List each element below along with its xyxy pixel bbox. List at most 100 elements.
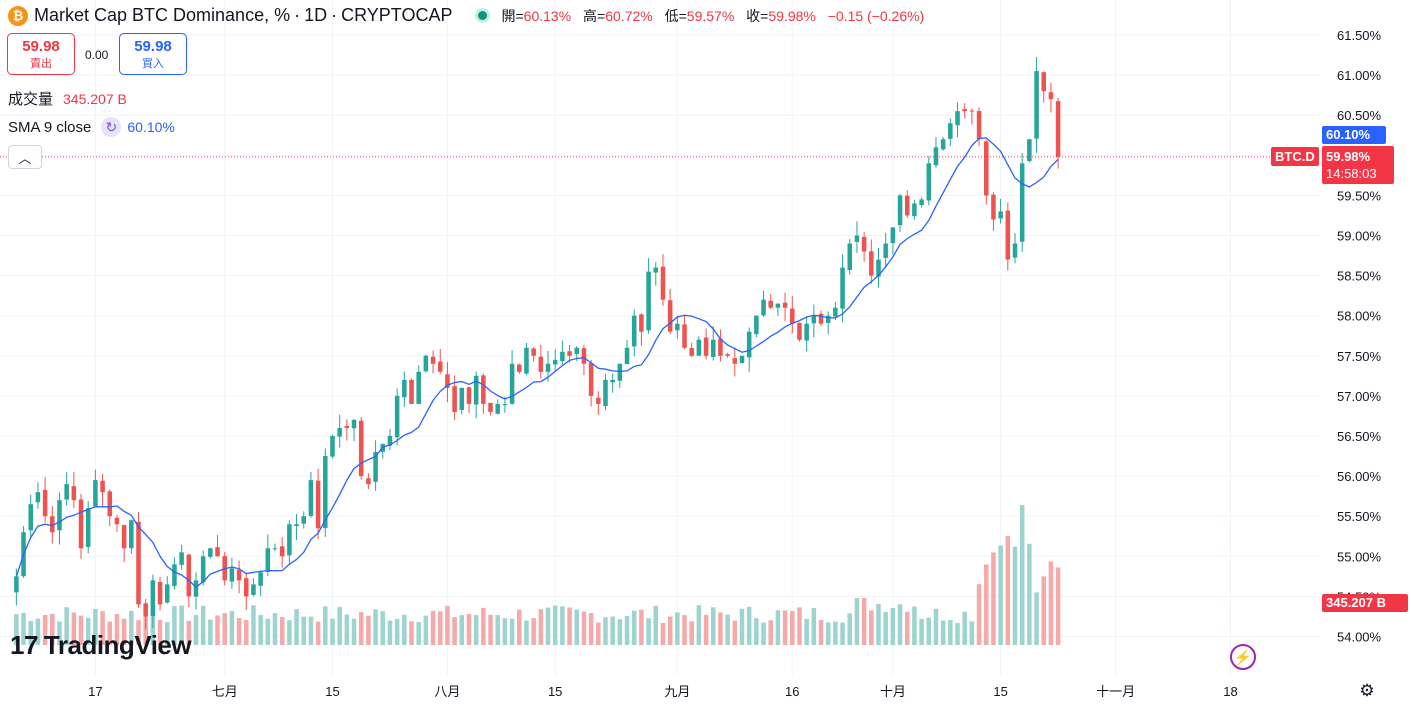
volume-bar: [164, 622, 170, 645]
candle-body: [991, 194, 996, 220]
open-value: 60.13%: [523, 7, 572, 24]
candle-body: [502, 403, 508, 406]
candle-body: [818, 313, 824, 324]
candle-body: [746, 331, 752, 358]
y-tick-label: 56.00%: [1337, 469, 1382, 484]
volume-bar: [459, 615, 465, 645]
volume-bar: [85, 617, 91, 645]
candle-body: [129, 520, 134, 549]
lightning-icon[interactable]: ⚡: [1230, 644, 1256, 670]
buy-button[interactable]: 59.98 買入: [119, 33, 187, 75]
volume-bar: [897, 604, 903, 645]
candle-body: [78, 499, 84, 549]
candle-body: [495, 403, 500, 414]
volume-bar: [667, 616, 673, 645]
candle-body: [897, 195, 903, 226]
candle-body: [560, 351, 565, 362]
volume-bar: [445, 605, 450, 645]
candle-body: [775, 303, 781, 308]
sma-legend[interactable]: SMA 9 close ↻ 60.10%: [8, 117, 175, 137]
candle-body: [761, 299, 766, 316]
candle-body: [617, 363, 623, 381]
candle-body: [969, 110, 975, 112]
volume-bar: [287, 620, 292, 645]
tradingview-logo[interactable]: 17 TradingView: [10, 630, 192, 661]
volume-bar: [524, 620, 529, 645]
candle-body: [279, 546, 285, 557]
volume-bar: [531, 618, 536, 645]
sell-label: 賣出: [30, 58, 52, 70]
volume-bar: [358, 612, 364, 645]
market-status-icon[interactable]: [478, 11, 488, 20]
candle-body: [639, 314, 644, 332]
candle-body: [1005, 210, 1011, 260]
candle-body: [1048, 92, 1054, 100]
volume-bar: [797, 607, 802, 645]
volume-bar: [42, 615, 48, 645]
countdown-timer: 14:58:03: [1326, 166, 1377, 181]
volume-bar: [1027, 543, 1032, 645]
volume-bar: [279, 617, 285, 645]
volume-bar: [50, 613, 55, 645]
candle-body: [85, 508, 91, 547]
high-label: 高=: [583, 7, 606, 24]
exchange-label[interactable]: CRYPTOCAP: [341, 5, 453, 25]
candle-body: [912, 203, 917, 217]
volume-bar: [229, 610, 235, 645]
candle-body: [545, 363, 551, 372]
volume-bar: [1048, 561, 1054, 645]
interval-label[interactable]: 1D: [304, 5, 328, 25]
candle-body: [473, 375, 479, 405]
candle-body: [667, 300, 673, 332]
volume-bar: [854, 598, 860, 645]
candle-body: [28, 504, 34, 531]
candle-body: [200, 556, 206, 583]
collapse-legend-button[interactable]: ︿: [8, 145, 42, 169]
candle-body: [445, 374, 450, 388]
volume-bar: [14, 614, 19, 645]
volume-bar: [761, 622, 766, 645]
y-tick-label: 54.00%: [1337, 630, 1382, 645]
candle-body: [466, 387, 472, 404]
candle-body: [423, 355, 429, 372]
candle-body: [660, 266, 666, 300]
separator: ·: [294, 5, 301, 25]
candle-body: [373, 452, 378, 482]
candle-body: [179, 552, 184, 565]
volume-bar: [495, 615, 500, 645]
volume-bar: [1005, 536, 1011, 645]
volume-bar: [581, 611, 587, 645]
volume-bar: [222, 613, 227, 645]
volume-bar: [646, 618, 651, 645]
candle-body: [926, 163, 932, 201]
volume-bar: [1034, 592, 1039, 645]
volume-bar: [243, 619, 249, 645]
settings-gear-icon[interactable]: ⚙: [1359, 681, 1375, 700]
candle-body: [919, 199, 924, 206]
volume-bar: [452, 617, 457, 645]
candle-body: [121, 525, 127, 549]
volume-bar: [574, 609, 580, 645]
buy-label: 買入: [142, 58, 164, 70]
volume-bar: [660, 622, 666, 645]
candle-body: [955, 111, 960, 126]
loading-icon: ↻: [101, 117, 122, 137]
x-tick-label: 16: [785, 684, 799, 699]
candle-body: [552, 359, 558, 365]
candle-body: [150, 580, 156, 616]
candle-body: [718, 338, 723, 356]
volume-bar: [790, 611, 795, 645]
candle-body: [768, 300, 773, 308]
sell-button[interactable]: 59.98 賣出: [7, 33, 75, 75]
volume-bar: [107, 621, 113, 645]
candle-body: [351, 419, 357, 429]
symbol-title[interactable]: Market Cap BTC Dominance, %: [34, 5, 291, 25]
ohlc-values: 開=60.13% 高=60.72% 低=59.57% 收=59.98% −0.1…: [501, 6, 924, 26]
candle-body: [725, 354, 730, 356]
volume-legend[interactable]: 成交量 345.207 B: [8, 88, 127, 109]
candle-body: [861, 236, 867, 252]
volume-bar: [1041, 576, 1047, 645]
x-tick-label: 15: [993, 684, 1007, 699]
candle-body: [983, 141, 989, 196]
